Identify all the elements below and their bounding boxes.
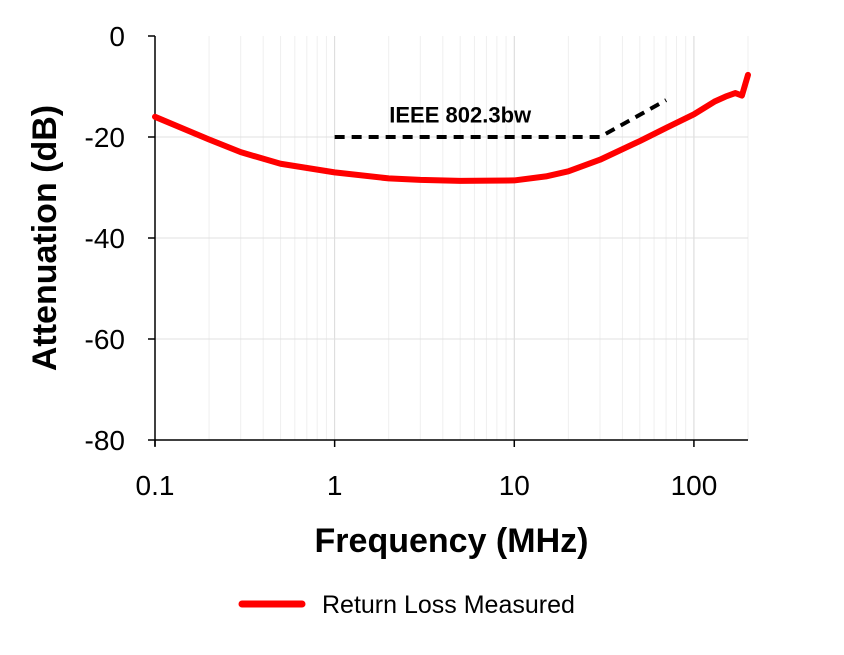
y-tick-label: -80 (85, 425, 125, 456)
x-tick-label: 1 (327, 470, 343, 501)
y-tick-label: -40 (85, 223, 125, 254)
legend-label: Return Loss Measured (322, 591, 575, 619)
y-tick-label: -20 (85, 122, 125, 153)
series-line-0 (152, 71, 751, 184)
limit-line (334, 98, 668, 139)
x-axis-label: Frequency (MHz) (315, 522, 589, 560)
x-tick-label: 100 (671, 470, 718, 501)
y-tick-label: 0 (109, 21, 125, 52)
x-tick-label: 0.1 (136, 470, 175, 501)
y-axis-label: Attenuation (dB) (26, 105, 64, 371)
annotation-label: IEEE 802.3bw (389, 102, 532, 127)
x-tick-label: 10 (499, 470, 530, 501)
y-tick-label: -60 (85, 324, 125, 355)
